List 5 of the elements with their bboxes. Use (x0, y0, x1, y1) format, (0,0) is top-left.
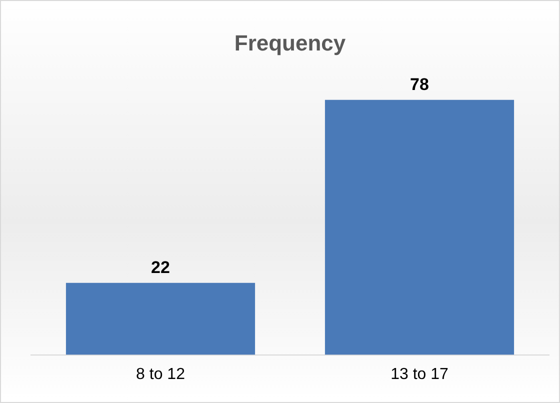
x-tick-label: 8 to 12 (136, 366, 186, 383)
data-label: 22 (151, 258, 170, 278)
chart-title: Frequency (234, 30, 346, 56)
data-label: 78 (410, 75, 429, 94)
x-tick-label: 13 to 17 (390, 366, 449, 383)
